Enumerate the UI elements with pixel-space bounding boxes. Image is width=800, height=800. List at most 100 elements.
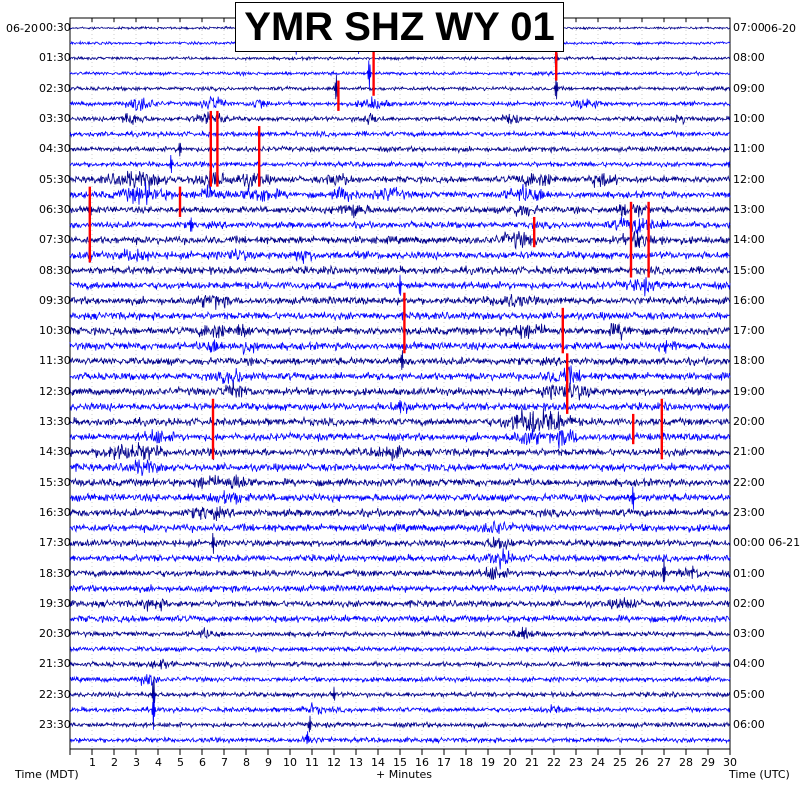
plot-frame bbox=[69, 17, 731, 750]
trace-line bbox=[69, 486, 731, 510]
x-tick-label: 10 bbox=[283, 756, 297, 769]
left-hour-label: 22:30 bbox=[39, 687, 71, 701]
right-hour-label: 22:00 bbox=[733, 475, 765, 489]
x-tick-label: 23 bbox=[569, 756, 583, 769]
left-hour-label: 02:30 bbox=[39, 81, 71, 95]
trace-line bbox=[69, 154, 731, 174]
clip-mark bbox=[372, 50, 375, 96]
trace-line bbox=[69, 350, 731, 370]
trace-line bbox=[69, 365, 731, 386]
trace-line bbox=[69, 216, 731, 235]
left-hour-label: 03:30 bbox=[39, 112, 71, 126]
clip-mark bbox=[555, 35, 558, 81]
left-hour-label: 18:30 bbox=[39, 566, 71, 580]
right-hour-label: 21:00 bbox=[733, 445, 765, 459]
x-label-right: Time (UTC) bbox=[729, 768, 790, 781]
trace-line bbox=[69, 264, 731, 276]
left-hour-label: 16:30 bbox=[39, 505, 71, 519]
trace-line bbox=[69, 519, 730, 535]
trace-line bbox=[69, 674, 731, 686]
x-tick-label: 25 bbox=[613, 756, 627, 769]
clip-mark bbox=[178, 186, 182, 217]
left-hour-label: 20:30 bbox=[39, 627, 71, 641]
x-tick-label: 16 bbox=[415, 756, 429, 769]
right-hour-label: 17:00 bbox=[733, 324, 765, 338]
trace-line bbox=[69, 558, 731, 583]
clip-mark bbox=[566, 353, 569, 414]
clip-mark bbox=[216, 110, 219, 187]
trace-line bbox=[69, 532, 731, 554]
right-hour-label: 16:00 bbox=[733, 293, 765, 307]
left-hour-label: 05:30 bbox=[39, 172, 71, 186]
right-hour-label: 04:00 bbox=[733, 657, 765, 671]
clip-mark bbox=[660, 398, 663, 460]
x-tick-label: 15 bbox=[393, 756, 407, 769]
trace-line bbox=[69, 44, 731, 72]
right-hour-label: 12:00 bbox=[733, 172, 765, 186]
left-hour-label: 07:30 bbox=[39, 233, 71, 247]
x-tick-label: 19 bbox=[481, 756, 495, 769]
right-hour-label: 15:00 bbox=[733, 263, 765, 277]
left-hour-label: 01:30 bbox=[39, 51, 71, 65]
x-tick-label: 22 bbox=[547, 756, 561, 769]
clip-mark bbox=[403, 292, 406, 354]
trace-line bbox=[69, 339, 731, 356]
x-tick-label: 27 bbox=[657, 756, 671, 769]
trace-line bbox=[69, 693, 731, 730]
trace-line bbox=[69, 75, 731, 100]
x-tick-label: 13 bbox=[349, 756, 363, 769]
x-tick-label: 30 bbox=[723, 756, 737, 769]
x-tick-label: 20 bbox=[503, 756, 517, 769]
left-hour-label: 14:30 bbox=[39, 445, 71, 459]
x-tick-label: 18 bbox=[459, 756, 473, 769]
clip-mark bbox=[258, 126, 261, 187]
clip-mark bbox=[88, 186, 91, 263]
trace-line bbox=[69, 658, 731, 670]
left-hour-label: 13:30 bbox=[39, 415, 71, 429]
x-tick-label: 12 bbox=[327, 756, 341, 769]
right-hour-label: 11:00 bbox=[733, 142, 765, 156]
trace-line bbox=[69, 644, 731, 654]
trace-line bbox=[69, 169, 731, 190]
trace-line bbox=[69, 442, 731, 462]
clip-mark bbox=[337, 80, 340, 111]
left-hour-label: 00:30 bbox=[39, 21, 71, 35]
date-right: 06-20 bbox=[764, 22, 796, 35]
left-hour-label: 12:30 bbox=[39, 384, 71, 398]
trace-line bbox=[69, 60, 731, 90]
clip-mark bbox=[561, 307, 564, 354]
trace-line bbox=[69, 129, 731, 139]
trace-line bbox=[69, 246, 731, 264]
x-tick-label: 6 bbox=[199, 756, 206, 769]
left-hour-label: 11:30 bbox=[39, 354, 71, 368]
left-hour-label: 15:30 bbox=[39, 475, 71, 489]
chart-title: YMR SHZ WY 01 bbox=[235, 2, 564, 52]
trace-line bbox=[69, 548, 731, 570]
x-tick-label: 14 bbox=[371, 756, 385, 769]
right-hour-label: 09:00 bbox=[733, 81, 765, 95]
trace-line bbox=[69, 676, 731, 715]
x-tick-label: 1 bbox=[89, 756, 96, 769]
x-tick-label: 11 bbox=[305, 756, 319, 769]
trace-line bbox=[69, 626, 731, 640]
clip-mark bbox=[209, 110, 212, 187]
trace-line bbox=[69, 459, 731, 477]
trace-line bbox=[69, 506, 731, 522]
trace-line bbox=[69, 399, 731, 414]
trace-line bbox=[69, 111, 731, 126]
x-label-center: + Minutes bbox=[376, 768, 433, 781]
right-hour-label: 08:00 bbox=[733, 51, 765, 65]
trace-line bbox=[69, 583, 731, 594]
x-tick-label: 28 bbox=[679, 756, 693, 769]
trace-line bbox=[69, 408, 731, 433]
trace-line bbox=[69, 382, 731, 401]
trace-line bbox=[69, 715, 731, 733]
x-tick-label: 3 bbox=[133, 756, 140, 769]
clip-mark bbox=[211, 398, 215, 460]
x-tick-label: 2 bbox=[111, 756, 118, 769]
right-hour-label: 07:00 bbox=[733, 21, 765, 35]
trace-line bbox=[69, 474, 731, 490]
trace-line bbox=[69, 322, 731, 341]
right-hour-label: 20:00 bbox=[733, 415, 765, 429]
